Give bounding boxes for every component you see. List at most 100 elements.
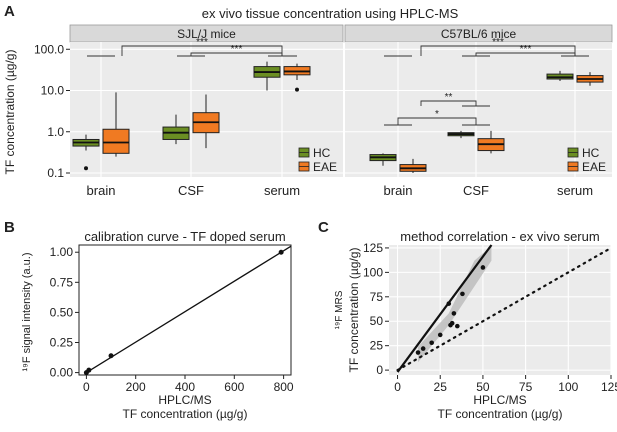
box-hc — [253, 61, 281, 91]
legend-label: EAE — [582, 160, 606, 174]
x-tick-label: 25 — [434, 380, 448, 394]
box-hc — [369, 153, 397, 166]
panel-a-letter: A — [4, 3, 15, 20]
y-tick-label: 75 — [370, 290, 384, 304]
significance-label: * — [435, 109, 439, 120]
panel-b-xlabel: TF concentration (µg/g) — [123, 407, 248, 421]
outlier-point — [295, 87, 299, 92]
y-tick-label: 50 — [370, 314, 384, 328]
x-tick-label: serum — [264, 183, 300, 198]
y-tick-label: 0.00 — [50, 366, 74, 380]
y-tick-label: 0.25 — [50, 336, 74, 350]
x-tick-label: 800 — [274, 380, 294, 394]
facet-strip-label: C57BL/6 mice — [441, 27, 517, 41]
panel-b-title: calibration curve - TF doped serum — [84, 229, 285, 244]
significance-bracket — [420, 100, 477, 106]
data-point — [455, 323, 460, 329]
x-tick-label: brain — [384, 183, 413, 198]
y-tick-label: 0.1 — [47, 166, 64, 180]
significance-label: *** — [520, 44, 532, 55]
legend-label: HC — [313, 146, 331, 160]
significance-label: *** — [492, 37, 504, 48]
x-tick-label: 600 — [224, 380, 244, 394]
box-eae — [102, 92, 130, 157]
data-point — [415, 350, 421, 355]
data-point — [451, 311, 457, 316]
panel-b-plot-area — [78, 244, 292, 376]
panel-c-letter: C — [318, 219, 329, 236]
x-tick-label: 0 — [83, 380, 90, 394]
significance-label: *** — [231, 44, 243, 55]
data-point — [429, 340, 434, 346]
significance-bracket — [397, 117, 477, 125]
y-tick-label: 1.0 — [47, 125, 64, 139]
panel-a-title: ex vivo tissue concentration using HPLC-… — [202, 6, 459, 21]
significance-bracket — [475, 52, 576, 56]
box-body — [102, 128, 130, 154]
y-tick-label: 125 — [363, 241, 383, 255]
data-point — [460, 291, 465, 297]
panel-c: C method correlation - ex vivo serum ¹⁹F… — [318, 219, 617, 421]
x-tick-label: 125 — [601, 380, 617, 394]
x-tick-label: CSF — [463, 183, 489, 198]
x-tick-label: 75 — [519, 380, 533, 394]
x-tick-label: 100 — [558, 380, 578, 394]
significance-label: ** — [445, 92, 453, 103]
outlier-point — [84, 166, 88, 171]
fit-line — [86, 245, 292, 374]
significance-bracket — [121, 45, 283, 56]
panel-b: B calibration curve - TF doped serum ¹⁹F… — [4, 219, 294, 421]
panel-c-xlabel: TF concentration (µg/g) — [438, 407, 563, 421]
y-tick-label: 10.0 — [41, 84, 65, 98]
confidence-band — [418, 245, 492, 363]
y-tick-label: 25 — [370, 339, 384, 353]
panel-c-ylabel: TF concentration (µg/g) — [347, 248, 361, 373]
data-point — [86, 367, 92, 373]
panel-c-ylabel: ¹⁹F MRS — [334, 290, 345, 329]
panel-b-letter: B — [4, 219, 15, 236]
y-tick-label: 1.00 — [50, 245, 74, 259]
box-eae — [399, 158, 427, 174]
box-hc — [72, 134, 100, 171]
box-hc — [447, 130, 475, 139]
significance-bracket — [420, 45, 576, 56]
significance-label: *** — [196, 37, 208, 48]
box-hc — [162, 114, 190, 145]
data-point — [420, 346, 426, 351]
regression-line — [396, 244, 493, 373]
x-tick-label: 200 — [126, 380, 146, 394]
y-tick-label: 100 — [363, 265, 383, 279]
box-eae — [192, 94, 220, 149]
legend-label: EAE — [313, 160, 337, 174]
data-point — [480, 265, 486, 270]
facet-strip-label: SJL/J mice — [177, 27, 236, 41]
identity-line — [396, 246, 613, 372]
box-eae — [283, 63, 311, 92]
data-point — [278, 249, 284, 255]
panel-b-ylabel: ¹⁹F signal intensity (a.u.) — [21, 252, 33, 371]
x-tick-label: 50 — [476, 380, 490, 394]
panel-c-title: method correlation - ex vivo serum — [400, 229, 599, 244]
x-tick-label: CSF — [178, 183, 204, 198]
box-eae — [576, 72, 604, 86]
legend-label: HC — [582, 146, 600, 160]
panel-c-xlabel: HPLC/MS — [473, 393, 526, 407]
y-tick-label: 0.75 — [50, 275, 74, 289]
panel-a-ylabel: TF concentration (µg/g) — [3, 50, 17, 175]
data-point — [449, 320, 455, 326]
data-point — [446, 301, 452, 306]
panel-b-xlabel: HPLC/MS — [158, 393, 211, 407]
y-tick-label: 0 — [376, 363, 383, 377]
x-tick-label: 0 — [394, 380, 401, 394]
x-tick-label: serum — [557, 183, 593, 198]
y-tick-label: 0.50 — [50, 305, 74, 319]
significance-bracket — [190, 52, 283, 56]
data-point — [108, 353, 114, 359]
box-hc — [546, 70, 574, 82]
data-point — [437, 332, 443, 338]
x-tick-label: 400 — [175, 380, 195, 394]
x-tick-label: brain — [87, 183, 116, 198]
